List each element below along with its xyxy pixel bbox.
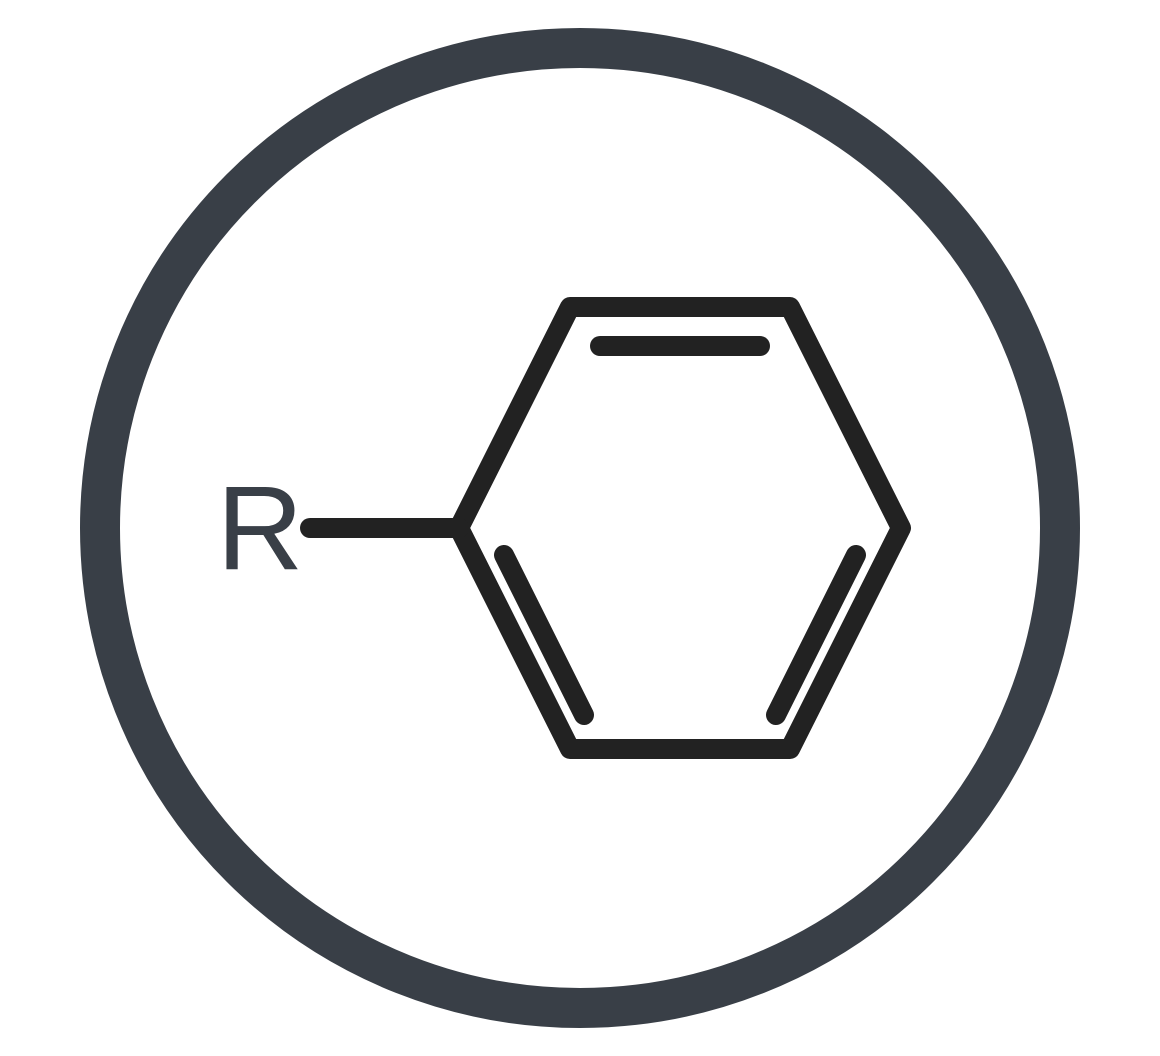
chemical-structure-diagram: R	[0, 0, 1160, 1056]
benzene-ring	[459, 307, 901, 749]
substituent-label: R	[217, 461, 304, 595]
diagram-container: R	[0, 0, 1160, 1056]
